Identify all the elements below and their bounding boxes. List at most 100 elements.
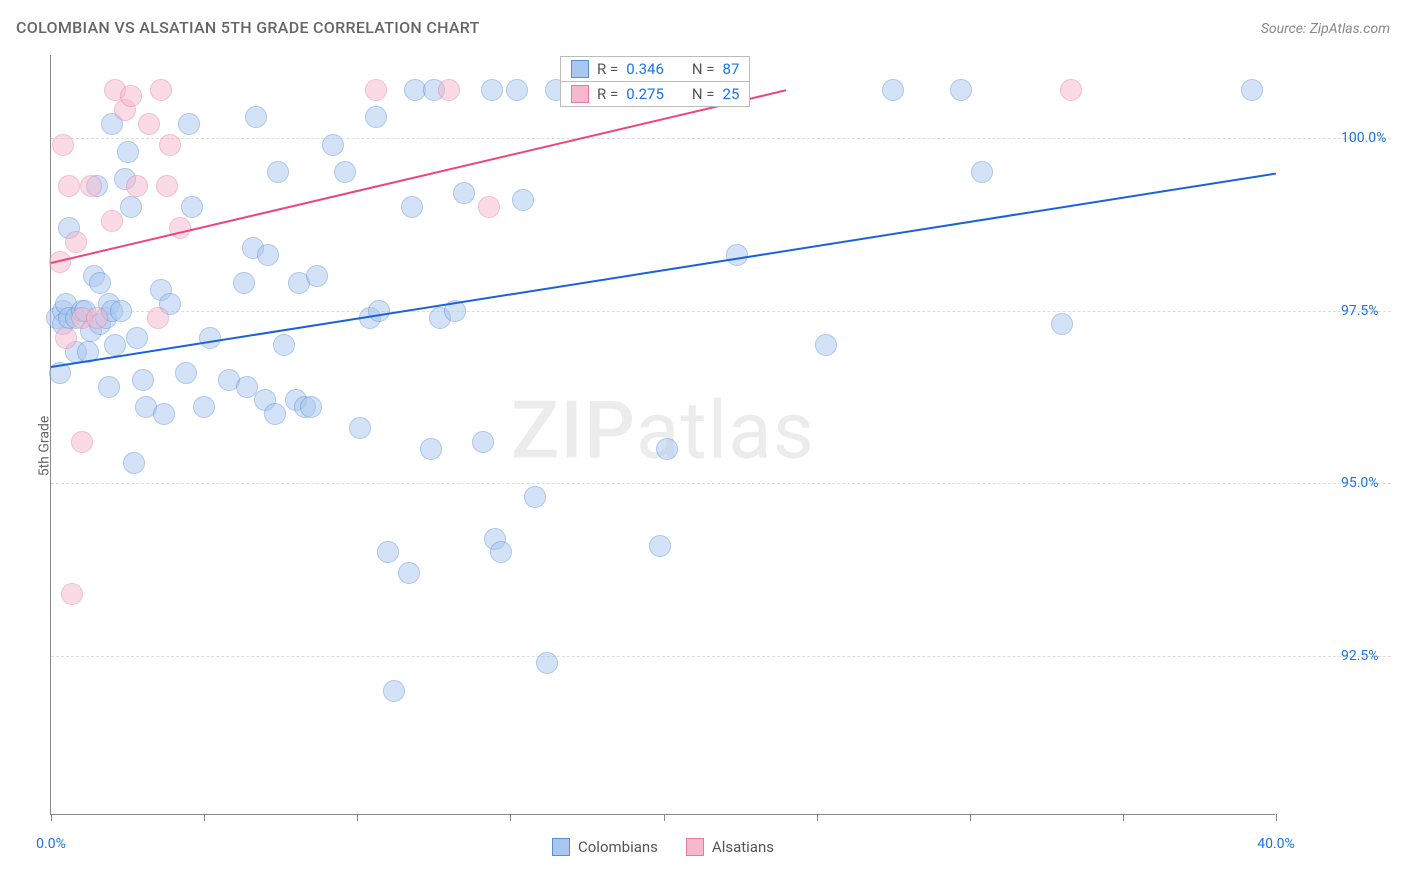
- scatter-point-colombians: [383, 680, 405, 702]
- x-tick: [510, 814, 511, 821]
- scatter-point-colombians: [273, 334, 295, 356]
- scatter-point-colombians: [264, 403, 286, 425]
- scatter-point-alsatians: [150, 79, 172, 101]
- scatter-point-alsatians: [61, 583, 83, 605]
- legend-label: Colombians: [578, 838, 658, 856]
- stat-n-label: N =: [692, 85, 715, 103]
- watermark: ZIPatlas: [511, 383, 815, 477]
- y-tick-label: 92.5%: [1341, 648, 1379, 664]
- x-tick: [357, 814, 358, 821]
- scatter-point-colombians: [89, 272, 111, 294]
- stat-n-value: 87: [723, 60, 740, 78]
- scatter-point-colombians: [257, 244, 279, 266]
- scatter-point-alsatians: [52, 134, 74, 156]
- scatter-point-colombians: [815, 334, 837, 356]
- gridline-h: [51, 311, 1391, 312]
- x-tick: [664, 814, 665, 821]
- scatter-point-colombians: [322, 134, 344, 156]
- stat-swatch: [571, 60, 589, 78]
- stats-box: R = 0.346 N = 87 R = 0.275 N = 25: [560, 56, 750, 107]
- legend-label: Alsatians: [712, 838, 774, 856]
- scatter-point-alsatians: [159, 134, 181, 156]
- scatter-point-colombians: [401, 196, 423, 218]
- stat-r-label: R =: [597, 60, 618, 78]
- stat-n-value: 25: [723, 85, 740, 103]
- scatter-point-alsatians: [365, 79, 387, 101]
- scatter-point-colombians: [950, 79, 972, 101]
- x-tick: [817, 814, 818, 821]
- scatter-point-colombians: [267, 161, 289, 183]
- scatter-point-colombians: [110, 300, 132, 322]
- scatter-point-colombians: [453, 182, 475, 204]
- stat-r-label: R =: [597, 85, 618, 103]
- source-label: Source: ZipAtlas.com: [1261, 21, 1390, 37]
- scatter-point-colombians: [1051, 313, 1073, 335]
- scatter-point-alsatians: [55, 327, 77, 349]
- scatter-point-colombians: [490, 541, 512, 563]
- scatter-point-colombians: [506, 79, 528, 101]
- plot-area: ZIPatlas ColombiansAlsatians 92.5%95.0%9…: [50, 55, 1275, 815]
- scatter-point-colombians: [365, 106, 387, 128]
- scatter-point-colombians: [377, 541, 399, 563]
- scatter-point-colombians: [882, 79, 904, 101]
- scatter-point-colombians: [245, 106, 267, 128]
- scatter-point-colombians: [98, 376, 120, 398]
- stat-swatch: [571, 85, 589, 103]
- scatter-point-colombians: [104, 334, 126, 356]
- scatter-point-alsatians: [438, 79, 460, 101]
- watermark-light: atlas: [636, 383, 815, 477]
- legend-swatch: [686, 838, 704, 856]
- scatter-point-alsatians: [58, 175, 80, 197]
- gridline-h: [51, 656, 1391, 657]
- scatter-point-alsatians: [86, 307, 108, 329]
- scatter-point-alsatians: [80, 175, 102, 197]
- stats-row-colombians: R = 0.346 N = 87: [561, 57, 749, 81]
- scatter-point-colombians: [481, 79, 503, 101]
- x-tick-label: 40.0%: [1257, 836, 1295, 852]
- legend-item-colombians: Colombians: [552, 838, 658, 856]
- y-tick-label: 100.0%: [1341, 130, 1386, 146]
- stat-r-value: 0.275: [626, 85, 664, 103]
- scatter-point-colombians: [181, 196, 203, 218]
- scatter-point-colombians: [398, 562, 420, 584]
- scatter-point-colombians: [971, 161, 993, 183]
- legend-item-alsatians: Alsatians: [686, 838, 774, 856]
- scatter-point-colombians: [1241, 79, 1263, 101]
- scatter-point-colombians: [132, 369, 154, 391]
- scatter-point-colombians: [512, 189, 534, 211]
- x-tick: [1123, 814, 1124, 821]
- scatter-point-colombians: [420, 438, 442, 460]
- scatter-point-alsatians: [126, 175, 148, 197]
- trend-line-colombians: [51, 172, 1276, 367]
- scatter-point-colombians: [178, 113, 200, 135]
- scatter-point-colombians: [117, 141, 139, 163]
- stats-row-alsatians: R = 0.275 N = 25: [561, 81, 749, 106]
- scatter-point-colombians: [120, 196, 142, 218]
- chart-title: COLOMBIAN VS ALSATIAN 5TH GRADE CORRELAT…: [16, 18, 480, 37]
- gridline-h: [51, 483, 1391, 484]
- scatter-point-colombians: [175, 362, 197, 384]
- y-tick-label: 97.5%: [1341, 303, 1379, 319]
- y-tick-label: 95.0%: [1341, 475, 1379, 491]
- scatter-point-alsatians: [65, 231, 87, 253]
- x-tick: [970, 814, 971, 821]
- stat-n-label: N =: [692, 60, 715, 78]
- scatter-point-colombians: [349, 417, 371, 439]
- stat-r-value: 0.346: [626, 60, 664, 78]
- gridline-h: [51, 138, 1391, 139]
- scatter-point-alsatians: [156, 175, 178, 197]
- scatter-point-colombians: [199, 327, 221, 349]
- scatter-point-colombians: [300, 396, 322, 418]
- watermark-bold: ZIP: [511, 383, 636, 477]
- x-tick-label: 0.0%: [36, 836, 66, 852]
- x-tick: [51, 814, 52, 821]
- scatter-point-colombians: [524, 486, 546, 508]
- legend: Colombians Alsatians: [51, 838, 1275, 856]
- scatter-point-alsatians: [120, 85, 142, 107]
- scatter-point-colombians: [649, 535, 671, 557]
- scatter-point-alsatians: [1060, 79, 1082, 101]
- scatter-point-alsatians: [71, 431, 93, 453]
- scatter-point-colombians: [368, 300, 390, 322]
- scatter-point-colombians: [536, 652, 558, 674]
- scatter-point-colombians: [233, 272, 255, 294]
